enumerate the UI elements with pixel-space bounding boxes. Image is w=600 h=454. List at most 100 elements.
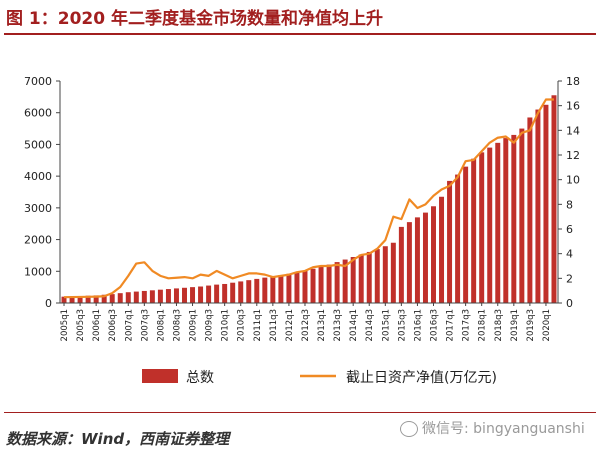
bar-2012q1 <box>286 273 292 303</box>
y2-tick-label: 6 <box>566 223 573 236</box>
y-tick-label: 1000 <box>24 265 52 278</box>
y2-tick-label: 8 <box>566 198 573 211</box>
bar-2019q1 <box>511 134 517 303</box>
bar-2016q3 <box>431 206 436 303</box>
x-tick-label: 2005q1 <box>60 309 70 341</box>
y2-tick-label: 16 <box>566 100 580 113</box>
bar-2015q3 <box>398 226 404 303</box>
bar-2013q4 <box>342 259 348 303</box>
y-tick-label: 0 <box>45 297 52 310</box>
bar-2019q2 <box>519 128 525 303</box>
bar-2012q4 <box>310 268 316 303</box>
bar-2007q2 <box>133 291 139 303</box>
y-tick-label: 2000 <box>24 234 52 247</box>
bar-2010q2 <box>230 282 236 303</box>
bar-2010q1 <box>222 283 228 303</box>
x-tick-label: 2009q3 <box>205 309 215 341</box>
bar-2008q2 <box>165 289 171 303</box>
axes: 0 1000 2000 3000 4000 5000 6000 7000 0 2 4 6 8 10 12 14… <box>24 75 580 341</box>
y-tick-label: 5000 <box>24 138 52 151</box>
bar-2007q3 <box>141 290 147 303</box>
x-tick-label: 2007q1 <box>124 309 134 341</box>
bar-2015q1 <box>382 246 388 303</box>
x-tick-label: 2013q1 <box>317 309 327 341</box>
watermark: 微信号: bingyanguanshi <box>400 418 585 438</box>
y2-tick-label: 10 <box>566 174 580 187</box>
x-tick-label: 2009q1 <box>189 309 199 341</box>
bar-2017q2 <box>455 174 461 303</box>
bar-2005q3 <box>77 296 83 303</box>
title-rule <box>4 33 596 35</box>
x-tick-label: 2014q1 <box>349 309 359 341</box>
bar-series <box>61 95 557 304</box>
x-tick-label: 2005q3 <box>76 309 86 341</box>
y2-tick-label: 12 <box>566 149 580 162</box>
bar-2020q2 <box>551 95 557 304</box>
bar-2009q4 <box>214 284 220 303</box>
bar-2005q1 <box>61 296 67 303</box>
x-tick-label: 2018q3 <box>494 309 504 341</box>
x-tick-label: 2016q3 <box>430 309 440 341</box>
bar-2016q1 <box>414 217 420 303</box>
y2-tick-label: 14 <box>566 124 580 137</box>
x-tick-label: 2014q3 <box>365 309 375 341</box>
nav-line <box>64 98 554 299</box>
legend-bar-swatch <box>142 369 178 383</box>
bar-2016q4 <box>439 196 445 303</box>
bar-2006q2 <box>101 294 107 303</box>
x-tick-label: 2018q1 <box>478 309 488 341</box>
x-tick-label: 2008q1 <box>156 309 166 341</box>
bar-2008q1 <box>157 289 163 303</box>
x-tick-label: 2006q1 <box>92 309 102 341</box>
y2-tick-label: 4 <box>566 248 573 261</box>
x-tick-label: 2006q3 <box>108 309 118 341</box>
bar-2017q3 <box>463 166 469 303</box>
legend-bar-label: 总数 <box>186 370 214 386</box>
bar-2009q2 <box>198 286 204 303</box>
bar-2006q1 <box>93 295 99 303</box>
bar-2016q2 <box>422 212 428 303</box>
bar-2015q2 <box>390 242 396 303</box>
x-tick-label: 2007q3 <box>140 309 150 341</box>
y2-tick-label: 0 <box>566 297 573 310</box>
x-tick-label: 2010q3 <box>237 309 247 341</box>
legend-line-label: 截止日资产净值(万亿元) <box>346 370 497 386</box>
bar-2010q4 <box>246 280 252 303</box>
bar-2012q3 <box>302 270 308 303</box>
bar-2011q3 <box>270 276 276 303</box>
x-tick-label: 2012q1 <box>285 309 295 341</box>
x-tick-label: 2012q3 <box>301 309 311 341</box>
y-tick-label: 3000 <box>24 202 52 215</box>
y2-tick-label: 2 <box>566 272 573 285</box>
line-series <box>64 98 554 299</box>
bar-2008q4 <box>182 287 187 303</box>
x-tick-label: 2010q1 <box>221 309 231 341</box>
bar-2017q1 <box>447 180 453 303</box>
bar-2019q4 <box>535 109 541 303</box>
bar-2011q1 <box>254 278 260 303</box>
bar-2005q4 <box>85 295 91 303</box>
bar-2013q3 <box>334 262 340 303</box>
x-tick-label: 2013q3 <box>333 309 343 341</box>
x-tick-label: 2011q1 <box>253 309 263 341</box>
bar-2015q4 <box>406 222 412 303</box>
watermark-text: 微信号: bingyanguanshi <box>422 421 585 437</box>
bar-2020q1 <box>543 104 549 303</box>
bar-2011q4 <box>278 275 284 303</box>
bar-2008q3 <box>173 288 179 303</box>
x-tick-label: 2015q1 <box>381 309 391 341</box>
page-title: 图 1：2020 年二季度基金市场数量和净值均上升 <box>6 9 383 29</box>
chart: 0 1000 2000 3000 4000 5000 6000 7000 0 2 4 6 8 10 12 14… <box>24 75 580 386</box>
bar-2014q3 <box>366 251 372 303</box>
bar-2006q4 <box>117 293 123 303</box>
legend: 总数 截止日资产净值(万亿元) <box>142 369 497 386</box>
x-tick-label: 2016q1 <box>413 309 423 341</box>
bar-2014q4 <box>374 249 380 303</box>
bar-2009q3 <box>206 285 212 303</box>
bar-2012q2 <box>294 272 300 303</box>
x-tick-label: 2011q3 <box>269 309 279 341</box>
bar-2009q1 <box>190 287 196 303</box>
bar-2011q2 <box>262 277 268 303</box>
footer-rule <box>4 412 596 413</box>
bar-2018q3 <box>495 142 501 303</box>
